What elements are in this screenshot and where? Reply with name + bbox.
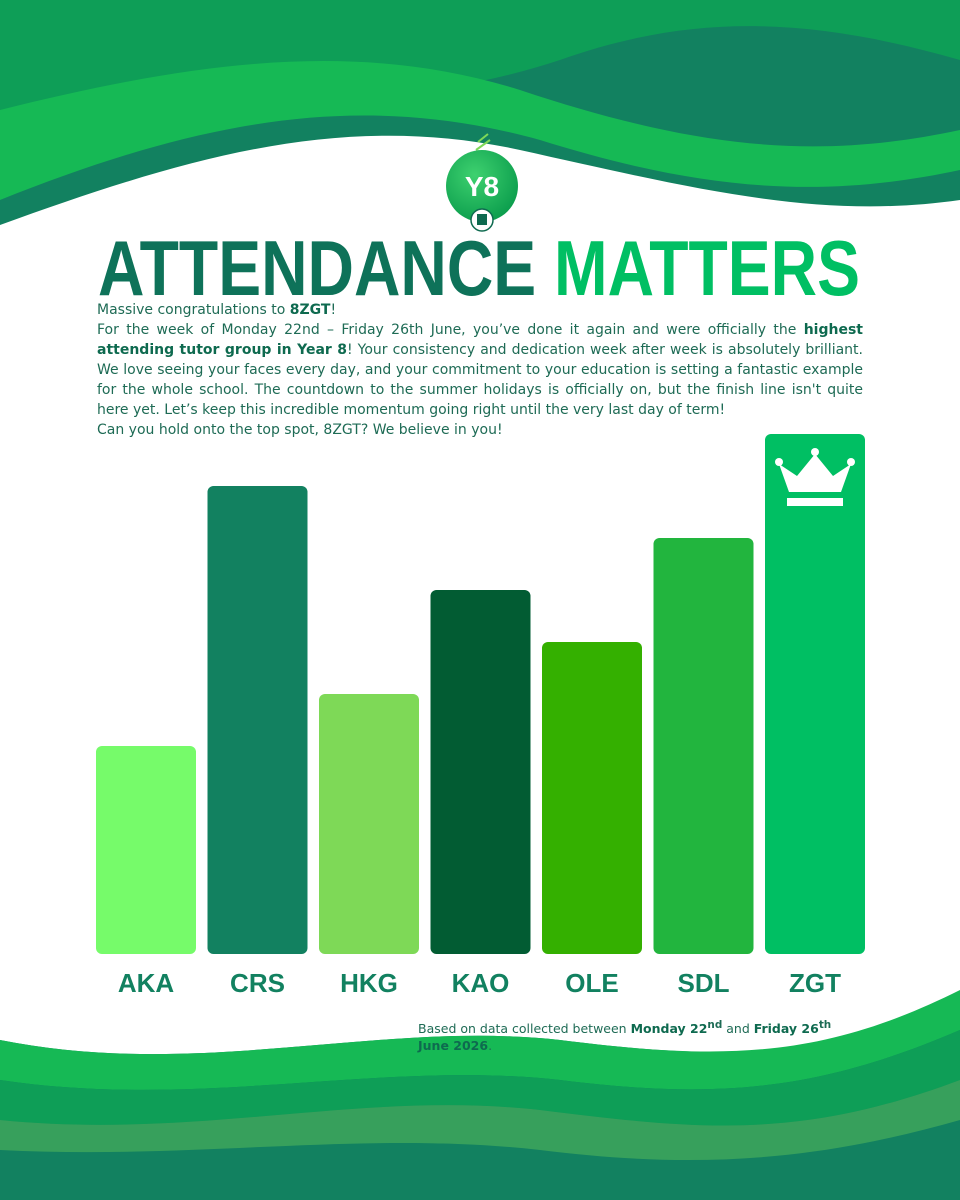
- title-part: MATTERS: [554, 224, 860, 312]
- text: ! Your consistency and dedication week a…: [97, 342, 863, 418]
- paragraph: Massive congratulations to 8ZGT!: [97, 300, 863, 320]
- text: For the week of Monday 22nd – Friday 26t…: [97, 322, 804, 338]
- crown-icon: [779, 454, 851, 506]
- bar: [96, 746, 196, 954]
- text: Can you hold onto the top spot, 8ZGT? We…: [97, 422, 503, 438]
- wave: [0, 990, 960, 1090]
- text: Massive congratulations to: [97, 302, 290, 318]
- title: ATTENDANCE MATTERS: [98, 224, 860, 312]
- bold-text: highest attending tutor group in Year 8: [97, 322, 863, 358]
- bar: [542, 642, 642, 954]
- text: .: [488, 1038, 493, 1054]
- bold-text: nd: [707, 1019, 723, 1031]
- crown-icon: [847, 458, 855, 466]
- text: and: [722, 1021, 754, 1037]
- wave: [0, 0, 960, 150]
- wave: [0, 1080, 960, 1160]
- logo-text: Y8: [465, 171, 499, 202]
- paragraph: Can you hold onto the top spot, 8ZGT? We…: [97, 420, 863, 440]
- x-tick-label: KAO: [452, 968, 510, 998]
- x-tick-label: SDL: [678, 968, 730, 998]
- x-tick-label: OLE: [565, 968, 618, 998]
- x-tick-label: AKA: [118, 968, 175, 998]
- logo-mark: [475, 133, 491, 151]
- body-text: Massive congratulations to 8ZGT! For the …: [97, 300, 863, 440]
- x-tick-label: HKG: [340, 968, 398, 998]
- wave: [0, 1030, 960, 1126]
- crown-icon: [811, 448, 819, 456]
- title-part: ATTENDANCE: [98, 224, 536, 312]
- chart: AKA CRS HKG KAO OLE SDL ZGT: [96, 434, 865, 998]
- bar: [430, 590, 531, 954]
- bar: [207, 486, 308, 954]
- bold-text: th: [818, 1019, 832, 1031]
- wave: [0, 61, 960, 200]
- bar: [653, 538, 754, 954]
- school-seal: [477, 214, 487, 225]
- bold-text: June 2026: [418, 1038, 489, 1054]
- logo: [446, 150, 518, 222]
- text: !: [330, 302, 337, 318]
- bold-text: Friday 26: [753, 1021, 819, 1037]
- x-tick-label: CRS: [230, 968, 285, 998]
- crown-icon: [775, 458, 783, 466]
- footnote: Based on data collected between Monday 2…: [418, 1017, 858, 1054]
- bold-text: Monday 22: [630, 1021, 708, 1037]
- bar: [319, 694, 419, 954]
- paragraph: For the week of Monday 22nd – Friday 26t…: [97, 320, 863, 420]
- text: Based on data collected between: [418, 1021, 631, 1037]
- x-tick-label: ZGT: [789, 968, 841, 998]
- bold-text: 8ZGT: [289, 302, 331, 318]
- bar: [765, 434, 865, 954]
